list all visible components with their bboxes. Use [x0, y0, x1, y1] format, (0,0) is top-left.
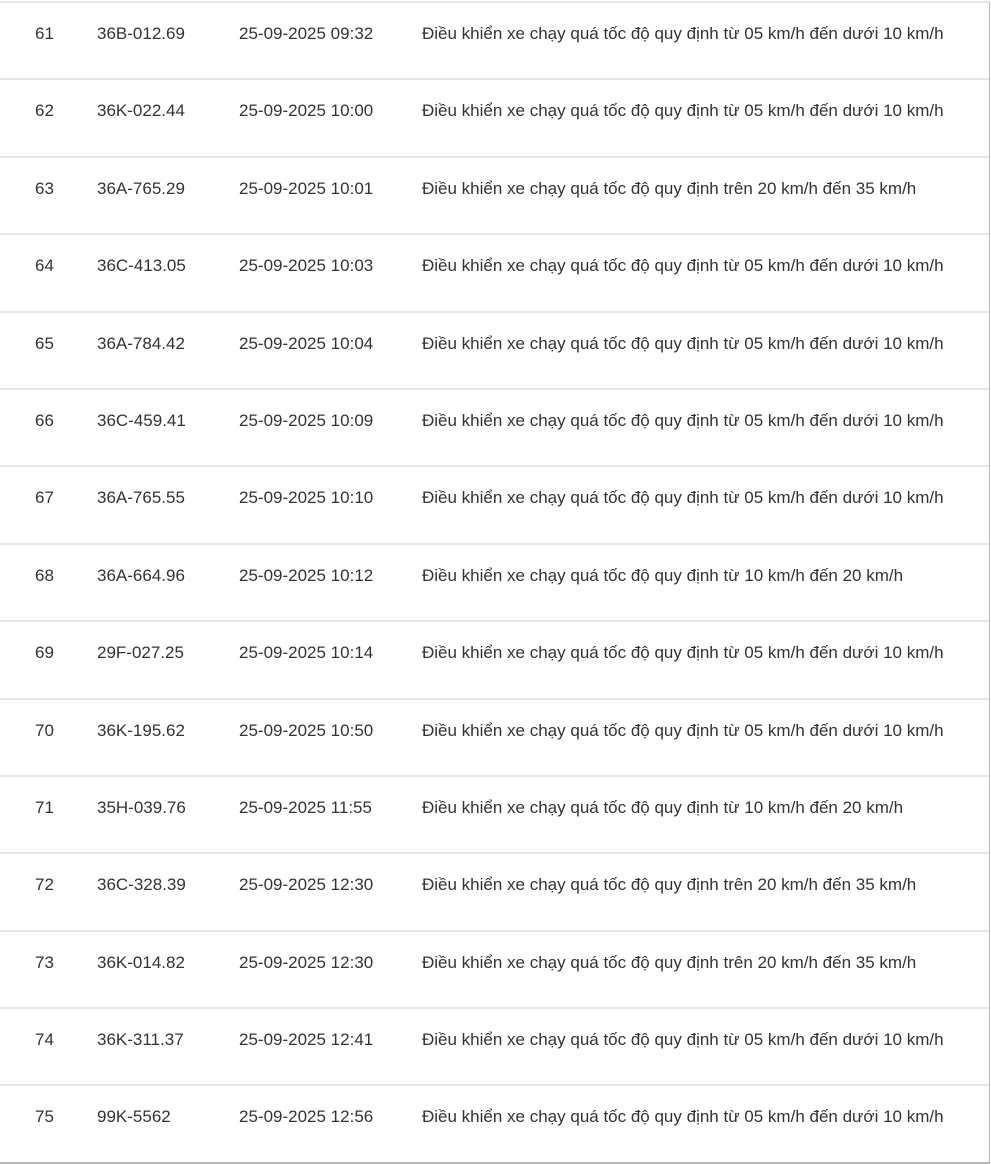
violation-time: 25-09-2025 12:30	[239, 875, 374, 895]
table-row: 67 36A-765.55 25-09-2025 10:10 Điều khiển x…	[0, 467, 989, 545]
violation-time: 25-09-2025 10:50	[239, 720, 374, 740]
violation-time: 25-09-2025 12:41	[239, 1030, 374, 1050]
license-plate: 36K-311.37	[97, 1030, 184, 1050]
violation-description: Điều khiển xe chạy quá tốc độ quy định t…	[422, 256, 944, 276]
violation-time: 25-09-2025 10:14	[239, 643, 374, 663]
table-row: 71 35H-039.76 25-09-2025 11:55 Điều khiển x…	[0, 777, 989, 855]
table-row: 69 29F-027.25 25-09-2025 10:14 Điều khiển x…	[0, 622, 989, 700]
row-number: 73	[35, 952, 54, 972]
license-plate: 36C-413.05	[97, 256, 186, 276]
license-plate: 36B-012.69	[97, 24, 185, 43]
violation-description: Điều khiển xe chạy quá tốc độ quy định t…	[422, 24, 944, 43]
license-plate: 99K-5562	[97, 1107, 171, 1127]
row-number: 67	[35, 488, 54, 508]
violation-time: 25-09-2025 10:10	[239, 488, 374, 508]
license-plate: 36C-459.41	[97, 410, 186, 430]
license-plate: 36A-784.42	[97, 333, 185, 353]
violation-time: 25-09-2025 12:30	[239, 952, 374, 972]
row-number: 70	[35, 720, 54, 740]
license-plate: 36K-195.62	[97, 720, 185, 740]
table-row: 61 36B-012.69 25-09-2025 09:32 Điều khiển x…	[0, 3, 989, 81]
violation-description: Điều khiển xe chạy quá tốc độ quy định t…	[422, 333, 944, 353]
violation-description: Điều khiển xe chạy quá tốc độ quy định t…	[422, 1107, 944, 1127]
violation-description: Điều khiển xe chạy quá tốc độ quy định t…	[422, 488, 944, 508]
license-plate: 35H-039.76	[97, 797, 186, 817]
violation-time: 25-09-2025 10:03	[239, 256, 374, 276]
violation-description: Điều khiển xe chạy quá tốc độ quy định t…	[422, 875, 917, 895]
violation-description: Điều khiển xe chạy quá tốc độ quy định t…	[422, 952, 917, 972]
table-row: 72 36C-328.39 25-09-2025 12:30 Điều khiển x…	[0, 854, 989, 932]
row-number: 66	[35, 410, 54, 430]
violation-description: Điều khiển xe chạy quá tốc độ quy định t…	[422, 643, 944, 663]
row-number: 75	[35, 1107, 54, 1127]
row-number: 61	[35, 24, 54, 43]
violation-description: Điều khiển xe chạy quá tốc độ quy định t…	[422, 720, 944, 740]
violation-time: 25-09-2025 10:00	[239, 101, 374, 121]
table-row: 65 36A-784.42 25-09-2025 10:04 Điều khiển x…	[0, 313, 989, 390]
violation-description: Điều khiển xe chạy quá tốc độ quy định t…	[422, 797, 904, 817]
violation-description: Điều khiển xe chạy quá tốc độ quy định t…	[422, 410, 944, 430]
table-row: 75 99K-5562 25-09-2025 12:56 Điều khiển xe …	[0, 1086, 989, 1161]
row-number: 72	[35, 875, 54, 895]
row-number: 64	[35, 256, 54, 276]
violation-time: 25-09-2025 10:09	[239, 410, 374, 430]
license-plate: 29F-027.25	[97, 643, 184, 663]
violation-time: 25-09-2025 12:56	[239, 1107, 374, 1127]
license-plate: 36A-765.55	[97, 488, 185, 508]
license-plate: 36K-014.82	[97, 952, 185, 972]
table-row: 68 36A-664.96 25-09-2025 10:12 Điều khiển x…	[0, 545, 989, 623]
table-row: 73 36K-014.82 25-09-2025 12:30 Điều khiển x…	[0, 932, 989, 1010]
violation-description: Điều khiển xe chạy quá tốc độ quy định t…	[422, 101, 944, 121]
license-plate: 36C-328.39	[97, 875, 186, 895]
table-row: 70 36K-195.62 25-09-2025 10:50 Điều khiển x…	[0, 700, 989, 777]
license-plate: 36K-022.44	[97, 101, 185, 121]
row-number: 71	[35, 797, 54, 817]
row-number: 65	[35, 333, 54, 353]
row-number: 74	[35, 1030, 54, 1050]
violation-description: Điều khiển xe chạy quá tốc độ quy định t…	[422, 178, 917, 198]
license-plate: 36A-765.29	[97, 178, 185, 198]
row-number: 69	[35, 643, 54, 663]
table-row: 64 36C-413.05 25-09-2025 10:03 Điều khiển x…	[0, 235, 989, 313]
violation-time: 25-09-2025 11:55	[239, 797, 372, 817]
license-plate: 36A-664.96	[97, 565, 185, 585]
violation-time: 25-09-2025 10:12	[239, 565, 374, 585]
row-number: 63	[35, 178, 54, 198]
table-row: 62 36K-022.44 25-09-2025 10:00 Điều khiển x…	[0, 80, 989, 158]
violation-time: 25-09-2025 10:01	[239, 178, 374, 198]
violation-time: 25-09-2025 10:04	[239, 333, 374, 353]
row-number: 62	[35, 101, 54, 121]
row-number: 68	[35, 565, 54, 585]
violation-time: 25-09-2025 09:32	[239, 24, 374, 43]
violation-description: Điều khiển xe chạy quá tốc độ quy định t…	[422, 1030, 944, 1050]
table-row: 74 36K-311.37 25-09-2025 12:41 Điều khiển x…	[0, 1009, 989, 1087]
table-row: 66 36C-459.41 25-09-2025 10:09 Điều khiển x…	[0, 390, 989, 468]
table-row: 63 36A-765.29 25-09-2025 10:01 Điều khiển x…	[0, 158, 989, 236]
violation-description: Điều khiển xe chạy quá tốc độ quy định t…	[422, 565, 904, 585]
